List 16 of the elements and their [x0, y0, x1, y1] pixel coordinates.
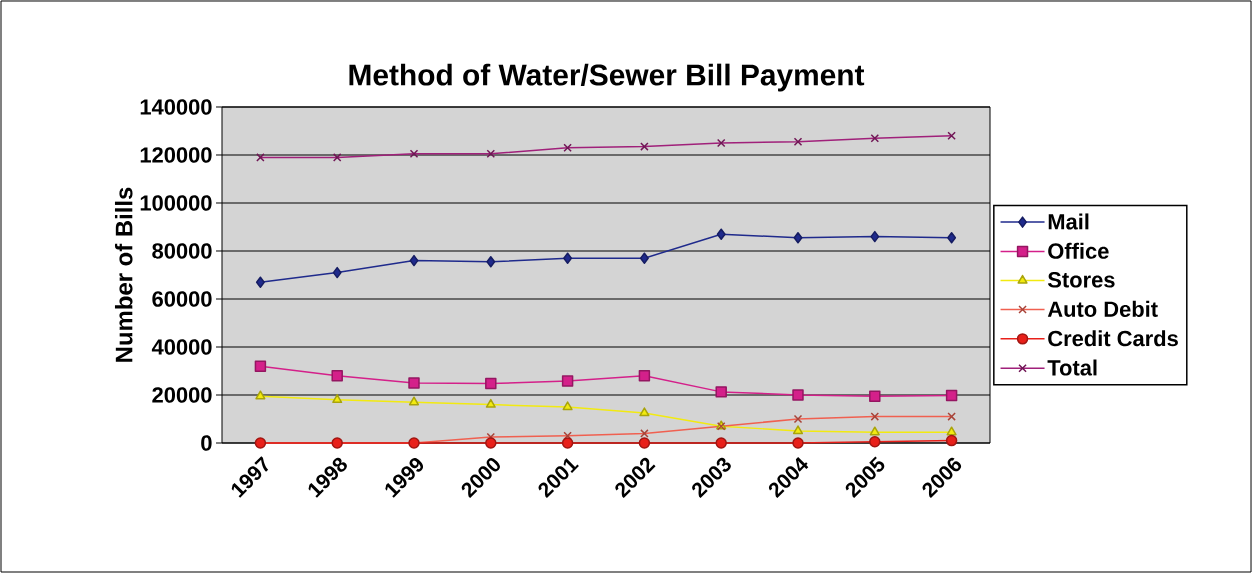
legend-label: Auto Debit — [1047, 300, 1158, 317]
y-tick-label: 100000 — [140, 195, 212, 211]
y-tick-label: 80000 — [152, 243, 212, 259]
legend-label: Office — [1048, 242, 1109, 259]
y-tick-label: 40000 — [151, 339, 212, 355]
chart-title: Method of Water/Sewer Bill Payment — [349, 63, 865, 92]
legend-label: Stores — [1047, 272, 1115, 288]
y-tick-label: 140000 — [140, 99, 212, 115]
y-tick-label: 120000 — [140, 147, 212, 163]
legend-label: Total — [1047, 359, 1097, 376]
y-tick-label: 60000 — [152, 291, 212, 307]
y-tick-label: 20000 — [152, 387, 212, 403]
y-axis-title: Number of Bills — [114, 187, 133, 362]
legend-label: Credit Cards — [1048, 330, 1178, 347]
y-tick-label: 0 — [201, 435, 212, 451]
legend-label: Mail — [1048, 213, 1089, 230]
